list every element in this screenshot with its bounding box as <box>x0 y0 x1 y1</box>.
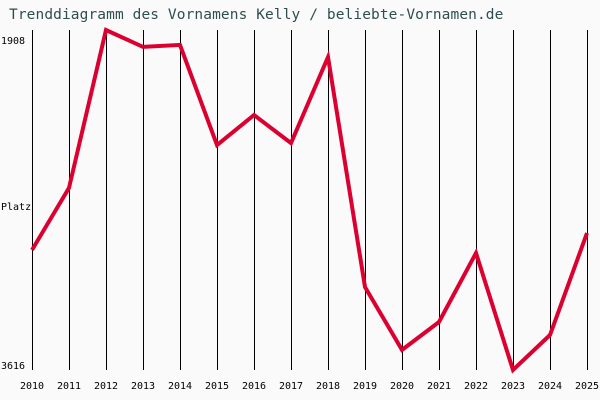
x-tick-label: 2018 <box>315 381 341 392</box>
x-tick-label: 2015 <box>204 381 230 392</box>
x-tick-label: 2022 <box>463 381 489 392</box>
y-axis-top-label: 1908 <box>1 36 26 47</box>
x-tick-label: 2025 <box>574 381 600 392</box>
y-axis-bottom-label: 3616 <box>1 361 26 372</box>
x-tick-label: 2014 <box>167 381 193 392</box>
x-tick-label: 2016 <box>241 381 267 392</box>
x-tick-label: 2019 <box>352 381 378 392</box>
x-tick-label: 2011 <box>56 381 82 392</box>
x-tick-label: 2023 <box>500 381 526 392</box>
chart-title: Trenddiagramm des Vornamens Kelly / beli… <box>9 7 504 23</box>
series-line-kelly <box>30 27 589 374</box>
x-tick-label: 2013 <box>130 381 156 392</box>
x-tick-label: 2010 <box>19 381 45 392</box>
x-tick-label: 2012 <box>93 381 119 392</box>
x-tick-label: 2017 <box>278 381 304 392</box>
y-axis-title: Platz <box>1 202 32 213</box>
x-tick-label: 2024 <box>537 381 563 392</box>
x-tick-label: 2021 <box>426 381 452 392</box>
x-tick-label: 2020 <box>389 381 415 392</box>
